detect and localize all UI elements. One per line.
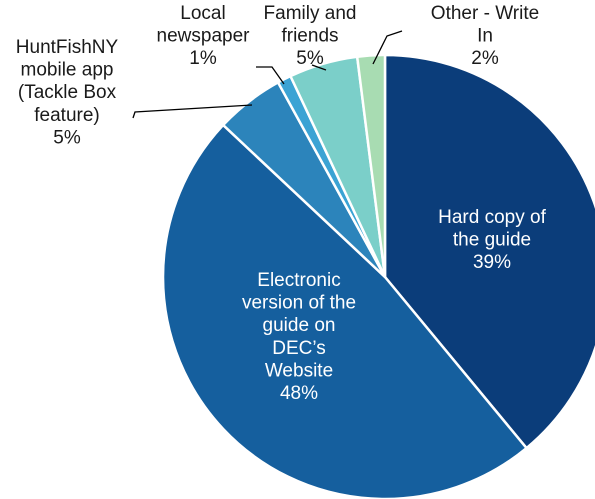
pie-slice-electronic-version-of-the-guide-on-dec-s-website bbox=[161, 123, 528, 499]
slice-label-line: guide on bbox=[263, 315, 336, 336]
slice-labels: Hard copy of the guide 39% Electronic versio… bbox=[16, 3, 547, 404]
slice-label-line: newspaper bbox=[157, 26, 251, 47]
slice-label-electronic-version-of-the-guide-on-dec-s-website: Electronic version of the guide on DEC’s Web… bbox=[242, 270, 356, 404]
slice-label-line: Hard copy of bbox=[438, 207, 546, 228]
slice-label-line: the guide bbox=[453, 230, 531, 251]
pie-slice-other-write-in bbox=[355, 53, 387, 279]
slice-label-line: feature) bbox=[34, 105, 99, 126]
slice-label-line: (Tackle Box bbox=[18, 82, 117, 103]
leader-lines bbox=[132, 30, 403, 119]
slice-label-local-newspaper: Local newspaper 1% bbox=[157, 3, 251, 69]
slice-label-line: In bbox=[477, 26, 493, 47]
leader-line-other-write-in bbox=[372, 30, 403, 65]
slice-label-family-and-friends: Family and friends 5% bbox=[264, 3, 357, 69]
leader-line-local-newspaper bbox=[256, 66, 285, 85]
slice-label-huntfishny-mobile-app-tackle-box-feature: HuntFishNY mobile app (Tackle Box feature) 5… bbox=[16, 37, 119, 148]
slice-value-label: 1% bbox=[189, 48, 217, 69]
slice-value-label: 5% bbox=[53, 127, 81, 148]
slice-label-line: Family and bbox=[264, 3, 357, 24]
leader-line-huntfishny-mobile-app-tackle-box-feature bbox=[132, 104, 253, 119]
slice-label-line: Electronic bbox=[257, 270, 340, 291]
slice-value-label: 39% bbox=[473, 252, 511, 273]
slice-label-line: friends bbox=[281, 26, 338, 47]
pie-slices bbox=[161, 53, 595, 499]
slice-label-line: DEC’s bbox=[272, 338, 326, 359]
slice-label-line: version of the bbox=[242, 293, 356, 314]
slice-value-label: 5% bbox=[296, 48, 324, 69]
slice-value-label: 48% bbox=[280, 383, 318, 404]
slice-label-line: Local bbox=[180, 3, 225, 24]
slice-value-label: 2% bbox=[471, 48, 499, 69]
leader-line-family-and-friends bbox=[311, 64, 327, 71]
slice-label-line: mobile app bbox=[21, 60, 114, 81]
slice-label-line: HuntFishNY bbox=[16, 37, 119, 58]
slice-label-line: Website bbox=[265, 360, 333, 381]
slice-label-line: Other - Write bbox=[431, 3, 539, 24]
slice-label-hard-copy-of-the-guide: Hard copy of the guide 39% bbox=[438, 207, 546, 273]
pie-slice-hard-copy-of-the-guide bbox=[383, 53, 595, 450]
slice-label-other-write-in: Other - Write In 2% bbox=[431, 3, 539, 69]
